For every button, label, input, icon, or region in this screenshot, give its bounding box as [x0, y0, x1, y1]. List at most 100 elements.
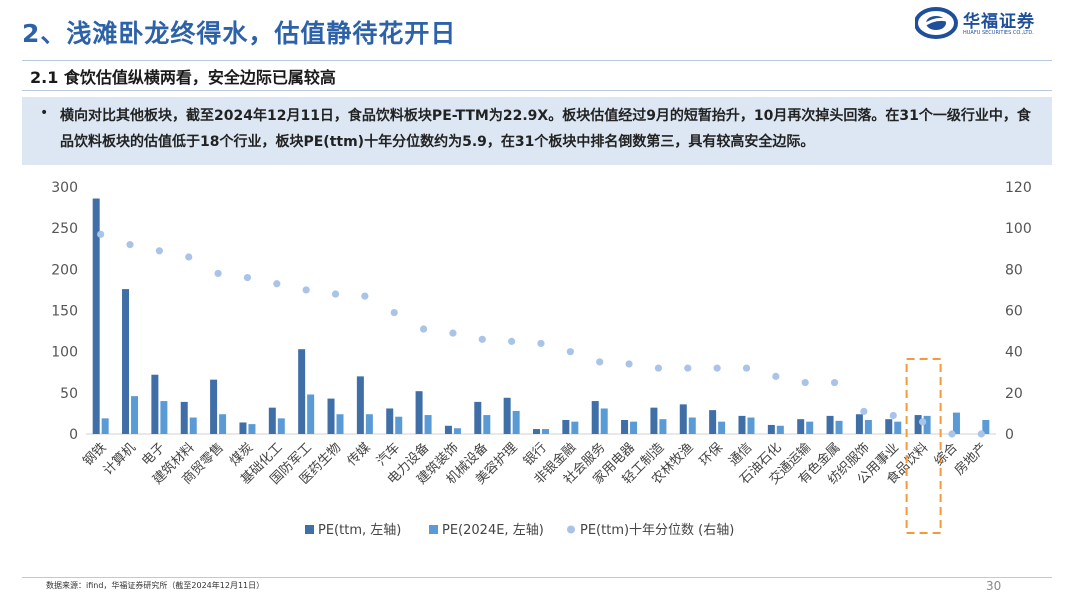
bar-pe-ttm [356, 376, 364, 434]
category-label: 环保 [697, 440, 726, 469]
y-right-tick-label: 60 [1005, 304, 1023, 320]
point-percentile [185, 253, 193, 261]
bar-pe-ttm [738, 415, 746, 434]
point-percentile [361, 292, 369, 300]
point-percentile [596, 358, 604, 366]
bar-pe-2024e [688, 417, 696, 434]
data-source: 数据来源：ifind，华福证券研究所（截至2024年12月11日） [46, 581, 265, 590]
bar-pe-2024e [659, 419, 667, 434]
page-title: 2、浅滩卧龙终得水，估值静待花开日 [22, 19, 457, 48]
point-percentile [772, 372, 780, 380]
point-percentile [390, 308, 398, 317]
point-percentile [830, 378, 839, 387]
legend-label-pe-ttm: PE(ttm, 左轴) [318, 523, 401, 538]
point-percentile [155, 247, 163, 255]
point-percentile [625, 360, 633, 368]
bar-pe-ttm [298, 349, 306, 434]
bar-pe-2024e [131, 396, 139, 434]
bar-pe-2024e [571, 421, 579, 434]
y-right-tick-label: 40 [1005, 345, 1023, 361]
bar-pe-2024e [395, 416, 403, 434]
bar-pe-ttm [122, 289, 130, 434]
bar-pe-2024e [718, 421, 726, 434]
point-percentile [977, 430, 985, 438]
point-percentile [419, 325, 428, 333]
y-right-tick-label: 0 [1005, 427, 1014, 443]
page-number: 30 [986, 579, 1002, 593]
y-right-tick-label: 100 [1005, 221, 1032, 237]
logo-text-en: HUAFU SECURITIES CO.,LTD. [963, 30, 1034, 36]
bar-pe-2024e [952, 412, 960, 434]
bar-pe-ttm [797, 419, 805, 434]
point-percentile [684, 364, 692, 372]
bar-pe-ttm [885, 419, 893, 434]
bar-pe-ttm [151, 374, 159, 434]
category-label: 传媒 [345, 440, 374, 469]
point-percentile [801, 378, 809, 387]
company-logo: 华福证券 HUAFU SECURITIES CO.,LTD. [914, 6, 1065, 40]
bar-pe-2024e [747, 417, 755, 434]
y-right-tick-label: 120 [1005, 180, 1032, 196]
bar-pe-2024e [542, 429, 549, 434]
point-percentile [97, 230, 105, 238]
legend-swatch-pe-ttm [305, 525, 314, 534]
y-right-tick-label: 20 [1005, 386, 1023, 402]
bar-pe-2024e [806, 421, 814, 434]
bar-pe-ttm [914, 415, 922, 434]
bar-pe-2024e [277, 418, 285, 434]
bar-pe-ttm [533, 429, 540, 434]
highlight-box [905, 358, 942, 534]
point-percentile [126, 241, 134, 249]
bar-pe-ttm [386, 408, 394, 434]
bar-pe-ttm [591, 401, 599, 434]
bar-pe-ttm [503, 397, 511, 434]
bar-pe-ttm [268, 407, 276, 434]
bar-pe-2024e [894, 421, 902, 434]
bar-pe-ttm [650, 407, 658, 434]
section-subtitle: 2.1 食饮估值纵横两看，安全边际已属较高 [30, 68, 336, 87]
legend-swatch-percentile [567, 525, 575, 534]
bar-pe-2024e [483, 415, 491, 434]
y-left-tick-label: 100 [51, 345, 78, 361]
point-percentile [508, 337, 516, 345]
bar-pe-ttm [562, 420, 570, 434]
logo-text: 华福证券 [963, 12, 1035, 32]
bar-pe-2024e [160, 401, 168, 434]
bar-pe-ttm [444, 425, 452, 434]
bullet-box: • 横向对比其他板块，截至2024年12月11日，食品饮料板块PE-TTM为22… [22, 97, 1052, 165]
section-divider [22, 60, 1052, 91]
point-percentile [566, 348, 574, 356]
point-percentile [478, 335, 486, 343]
point-percentile [273, 280, 281, 288]
bar-pe-ttm [180, 401, 188, 434]
point-percentile [742, 364, 751, 372]
bar-pe-2024e [248, 424, 256, 434]
bar-pe-ttm [855, 414, 863, 434]
logo-icon [914, 7, 958, 39]
bar-pe-ttm [826, 415, 834, 434]
bar-pe-2024e [512, 410, 520, 434]
bar-pe-ttm [210, 379, 218, 434]
legend-swatch-pe-2024e [429, 525, 438, 534]
bar-pe-2024e [923, 415, 931, 434]
footer-divider [22, 577, 1052, 578]
legend-label-percentile: PE(ttm)十年分位数 (右轴) [580, 523, 734, 538]
bar-pe-2024e [835, 420, 843, 434]
point-percentile [214, 269, 222, 278]
bar-pe-2024e [101, 418, 109, 434]
bar-pe-2024e [219, 414, 227, 434]
bar-pe-2024e [630, 421, 638, 434]
bar-pe-ttm [474, 401, 482, 434]
y-right-tick-label: 80 [1005, 262, 1023, 278]
bar-pe-2024e [307, 394, 315, 434]
y-left-tick-label: 300 [51, 180, 78, 196]
y-left-tick-label: 50 [60, 386, 78, 402]
point-percentile [331, 290, 340, 298]
point-percentile [302, 286, 310, 294]
point-percentile [919, 418, 927, 426]
point-percentile [713, 364, 721, 372]
bar-pe-2024e [424, 415, 432, 434]
bar-pe-ttm [709, 410, 717, 434]
point-percentile [654, 364, 663, 372]
point-percentile [449, 329, 457, 337]
